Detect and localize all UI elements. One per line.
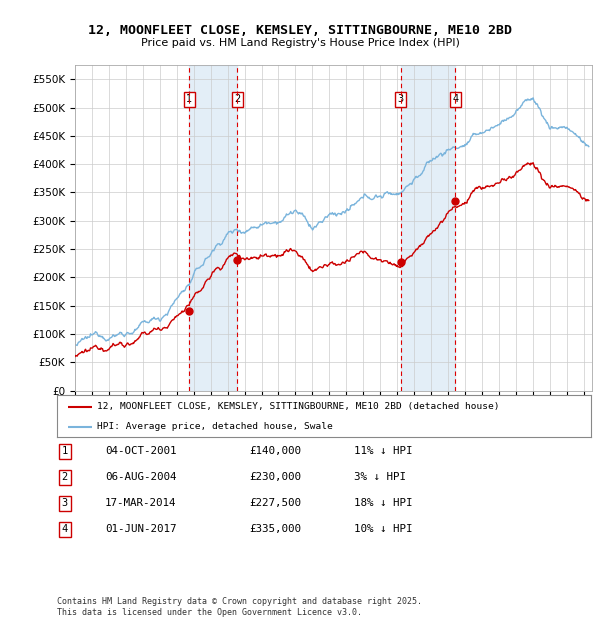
Text: £230,000: £230,000 bbox=[249, 472, 301, 482]
Bar bbox=[401, 65, 455, 391]
Text: 11% ↓ HPI: 11% ↓ HPI bbox=[354, 446, 413, 456]
Text: 18% ↓ HPI: 18% ↓ HPI bbox=[354, 498, 413, 508]
Text: £335,000: £335,000 bbox=[249, 525, 301, 534]
Text: 12, MOONFLEET CLOSE, KEMSLEY, SITTINGBOURNE, ME10 2BD: 12, MOONFLEET CLOSE, KEMSLEY, SITTINGBOU… bbox=[88, 24, 512, 37]
Text: £227,500: £227,500 bbox=[249, 498, 301, 508]
Text: 4: 4 bbox=[452, 94, 458, 104]
Text: 3: 3 bbox=[62, 498, 68, 508]
Text: 10% ↓ HPI: 10% ↓ HPI bbox=[354, 525, 413, 534]
Text: HPI: Average price, detached house, Swale: HPI: Average price, detached house, Swal… bbox=[97, 422, 333, 431]
Text: 1: 1 bbox=[62, 446, 68, 456]
Text: 3% ↓ HPI: 3% ↓ HPI bbox=[354, 472, 406, 482]
Text: 3: 3 bbox=[398, 94, 404, 104]
Text: Contains HM Land Registry data © Crown copyright and database right 2025.
This d: Contains HM Land Registry data © Crown c… bbox=[57, 598, 422, 617]
Text: 01-JUN-2017: 01-JUN-2017 bbox=[105, 525, 176, 534]
Bar bbox=[190, 65, 238, 391]
Text: 06-AUG-2004: 06-AUG-2004 bbox=[105, 472, 176, 482]
Text: 2: 2 bbox=[235, 94, 241, 104]
Text: 1: 1 bbox=[187, 94, 193, 104]
Text: 17-MAR-2014: 17-MAR-2014 bbox=[105, 498, 176, 508]
Text: 4: 4 bbox=[62, 525, 68, 534]
Text: 12, MOONFLEET CLOSE, KEMSLEY, SITTINGBOURNE, ME10 2BD (detached house): 12, MOONFLEET CLOSE, KEMSLEY, SITTINGBOU… bbox=[97, 402, 500, 411]
Text: £140,000: £140,000 bbox=[249, 446, 301, 456]
Text: 04-OCT-2001: 04-OCT-2001 bbox=[105, 446, 176, 456]
Text: Price paid vs. HM Land Registry's House Price Index (HPI): Price paid vs. HM Land Registry's House … bbox=[140, 38, 460, 48]
Text: 2: 2 bbox=[62, 472, 68, 482]
